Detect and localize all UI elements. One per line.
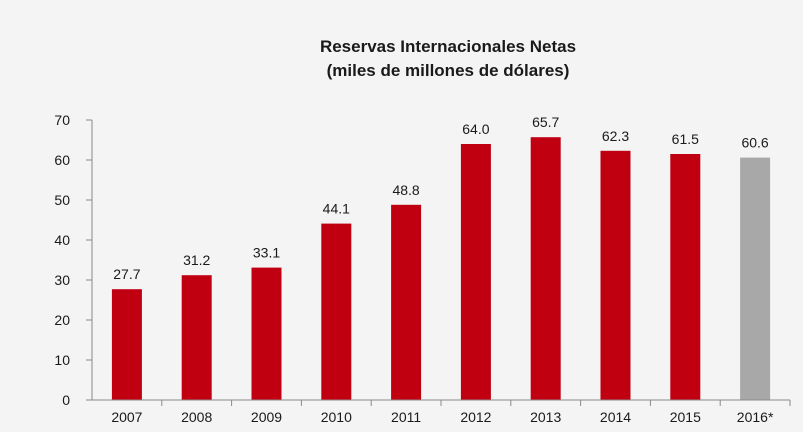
bar-2010 [321, 223, 352, 400]
x-tick-label: 2013 [530, 409, 561, 425]
bar-2015 [670, 154, 701, 400]
data-label: 48.8 [392, 182, 419, 198]
y-tick-label: 0 [62, 392, 70, 408]
x-tick-label: 2009 [251, 409, 282, 425]
bar-2014 [600, 150, 631, 400]
data-label: 62.3 [602, 128, 629, 144]
chart-subtitle: (miles de millones de dólares) [327, 61, 570, 80]
bar-2016 [740, 157, 771, 400]
y-tick-label: 30 [54, 272, 70, 288]
bar-2007 [111, 289, 142, 400]
chart-title: Reservas Internacionales Netas [320, 37, 576, 56]
data-label: 61.5 [672, 131, 699, 147]
bar-2012 [460, 144, 491, 400]
x-tick-label: 2012 [460, 409, 491, 425]
x-tick-label: 2011 [391, 409, 421, 425]
y-tick-label: 70 [54, 112, 70, 128]
y-tick-label: 50 [54, 192, 70, 208]
y-tick-label: 10 [54, 352, 70, 368]
x-tick-label: 2016* [737, 409, 774, 425]
data-label: 60.6 [741, 135, 768, 151]
data-label: 65.7 [532, 114, 559, 130]
y-tick-label: 40 [54, 232, 70, 248]
y-tick-label: 60 [54, 152, 70, 168]
x-tick-label: 2015 [670, 409, 701, 425]
bar-2013 [530, 137, 561, 400]
y-tick-label: 20 [54, 312, 70, 328]
data-label: 44.1 [323, 201, 350, 217]
x-tick-label: 2007 [111, 409, 142, 425]
bar-2008 [181, 275, 212, 400]
bar-2011 [391, 204, 422, 400]
data-label: 64.0 [462, 121, 489, 137]
bar-2009 [251, 267, 282, 400]
data-label: 33.1 [253, 245, 280, 261]
x-tick-label: 2008 [181, 409, 212, 425]
x-tick-label: 2010 [321, 409, 352, 425]
data-label: 27.7 [113, 266, 140, 282]
bars-group: 27.7 31.2 33.1 44.1 48.8 64.0 65.7 62.3 61.5 60.6 [111, 114, 771, 400]
data-label: 31.2 [183, 252, 210, 268]
y-axis-ticks: 0 10 20 30 40 50 60 70 [54, 112, 92, 408]
x-axis-ticks: 2007 2008 2009 2010 2011 2012 2013 2014 2015 2016… [111, 400, 791, 425]
x-tick-label: 2014 [600, 409, 631, 425]
